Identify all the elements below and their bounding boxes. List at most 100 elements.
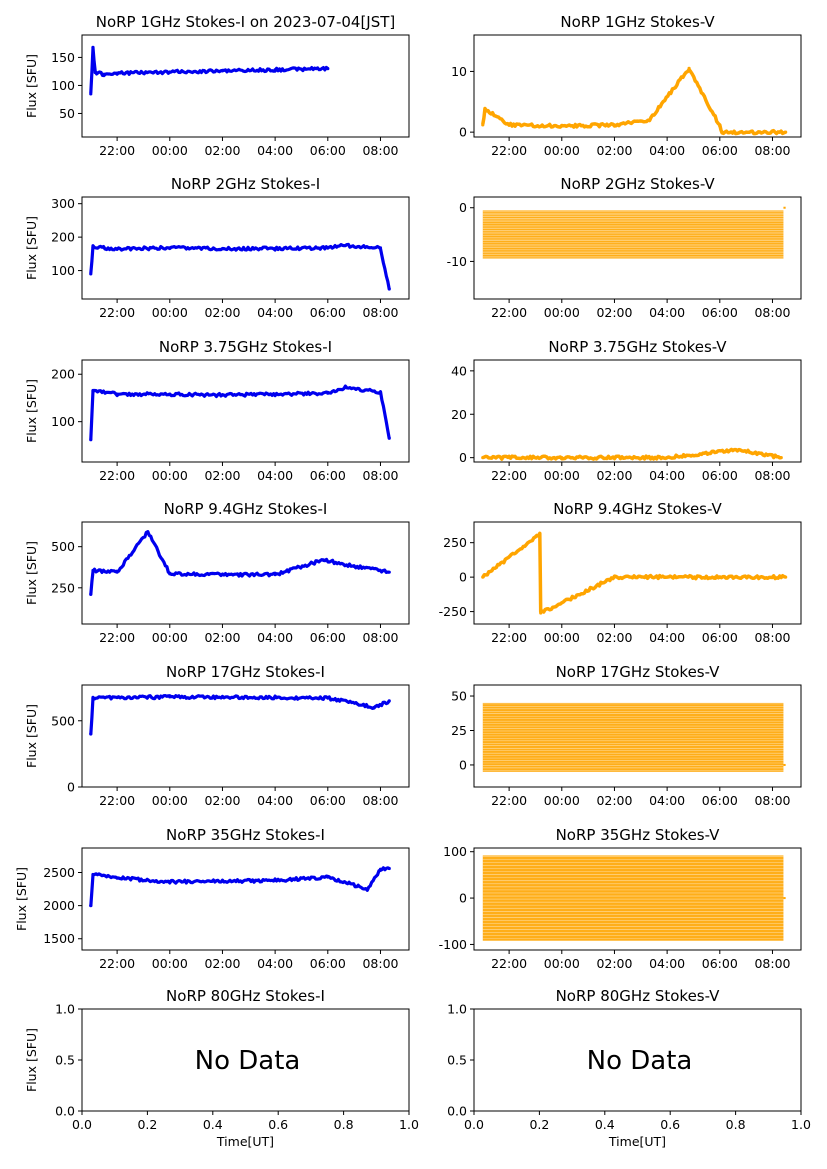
y-tick-label: 100 [51,78,75,93]
x-tick-label: 08:00 [362,468,398,483]
x-tick-label: 22:00 [99,468,135,483]
y-tick-label: 0 [459,891,467,906]
y-tick-label: 2500 [43,865,75,880]
y-axis-label: Flux [SFU] [24,216,39,280]
y-axis-label: Flux [SFU] [24,541,39,605]
x-tick-label: 22:00 [99,956,135,971]
x-axis-label: Time[UT] [216,1134,274,1149]
chart-title: NoRP 1GHz Stokes-I on 2023-07-04[JST] [96,13,396,31]
data-point [115,71,119,75]
data-band [482,702,784,772]
chart-title: NoRP 17GHz Stokes-I [166,663,325,681]
data-band [482,855,784,941]
axes-frame [81,684,410,788]
data-point [387,436,391,440]
data-point [735,448,739,452]
data-point [481,456,485,460]
data-point [168,392,172,396]
data-point [483,107,487,111]
chart-panel-13: NoRP 80GHz Stokes-V 0.0 0.5 1.0 0.0 0.2 0.4 0.6… [447,987,811,1149]
y-tick-label: 500 [51,713,75,728]
data-point [647,118,652,122]
data-point [168,695,172,699]
data-point [89,904,93,908]
x-tick-label: 04:00 [649,143,685,158]
x-tick-label: 06:00 [702,143,738,158]
y-tick-label: 0 [459,200,467,215]
data-point [91,45,95,49]
chart-title: NoRP 1GHz Stokes-V [560,13,715,31]
data-series [482,702,786,772]
axes-frame [473,684,802,788]
x-tick-label: 04:00 [649,793,685,808]
data-point [612,575,617,579]
axes-frame [473,521,802,625]
data-point [387,866,391,871]
data-point [507,123,511,127]
data-point [481,575,485,579]
x-tick-label: 02:00 [596,793,632,808]
x-tick-label: 04:00 [649,956,685,971]
x-tick-label: 0.2 [137,1117,157,1132]
x-tick-label: 08:00 [754,793,790,808]
x-tick-label: 04:00 [649,630,685,645]
x-tick-label: 04:00 [257,143,293,158]
no-data-annotation: No Data [195,1046,301,1076]
data-point [560,124,564,128]
data-point [538,532,542,537]
data-band [482,210,784,259]
data-point [343,243,347,248]
data-point [612,123,617,127]
data-series [89,45,330,96]
chart-panel-10: NoRP 35GHz Stokes-I 1500 2000 2500 22:00 00:0… [14,826,410,971]
data-series [89,530,391,596]
data-series [481,447,783,461]
data-point [168,572,172,576]
data-point [220,69,225,73]
y-tick-label: 1500 [43,931,75,946]
data-point [89,732,93,736]
chart-panel-9: NoRP 17GHz Stokes-V 0 25 50 22:00 00:00 02:00 0… [451,663,802,808]
data-line [89,866,390,907]
x-tick-label: 0.0 [72,1117,92,1132]
data-line [89,242,391,290]
data-point [91,568,95,573]
x-tick-label: 06:00 [702,305,738,320]
chart-title: NoRP 9.4GHz Stokes-I [164,500,328,518]
axes-frame [473,196,802,300]
y-tick-label: 150 [51,50,75,65]
data-point [321,558,326,562]
x-tick-label: 1.0 [399,1117,419,1132]
chart-panel-7: NoRP 9.4GHz Stokes-V -250 0 250 22:00 00:00 02… [439,500,802,645]
data-series [89,694,391,736]
chart-panel-0: NoRP 1GHz Stokes-I on 2023-07-04[JST] 50 1… [24,13,410,158]
x-tick-label: 02:00 [204,793,240,808]
data-point [91,872,95,877]
data-point [273,68,277,72]
y-tick-label: 100 [443,844,467,859]
y-tick-label: 0 [459,757,467,772]
chart-title: NoRP 35GHz Stokes-V [556,826,721,844]
data-series [482,206,786,259]
chart-panel-5: NoRP 3.75GHz Stokes-V 0 20 40 22:00 00:00 02:0… [451,338,802,483]
x-tick-label: 06:00 [702,956,738,971]
x-tick-label: 02:00 [596,630,632,645]
x-tick-label: 22:00 [491,793,527,808]
data-point [146,530,150,534]
data-point [560,456,564,460]
data-point [326,246,330,250]
no-data-annotation: No Data [587,1046,693,1076]
data-point [720,130,724,134]
data-point [168,880,172,884]
x-tick-label: 06:00 [310,305,346,320]
data-point [89,272,93,276]
y-tick-label: 0.0 [55,1104,75,1119]
x-tick-label: 22:00 [491,143,527,158]
x-tick-label: 0.2 [529,1117,549,1132]
y-tick-label: 0 [67,780,75,795]
data-point [220,573,225,577]
data-point [784,575,788,579]
data-point [326,875,330,879]
x-tick-label: 0.0 [464,1117,484,1132]
chart-title: NoRP 3.75GHz Stokes-I [159,338,332,356]
